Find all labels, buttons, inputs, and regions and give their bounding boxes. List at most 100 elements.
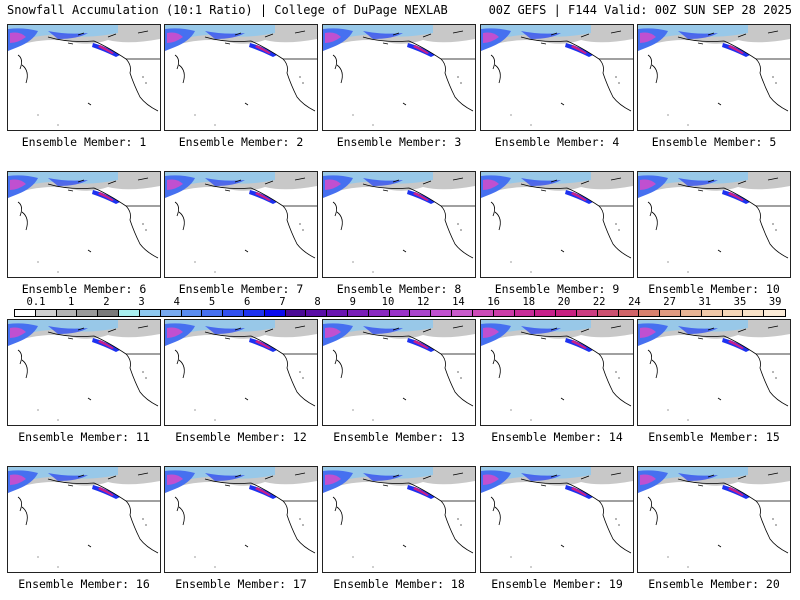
snowfall-map bbox=[323, 25, 475, 130]
colorbar-cell bbox=[389, 310, 411, 316]
snowfall-map bbox=[8, 320, 160, 425]
colorbar-cell bbox=[431, 310, 453, 316]
ensemble-map-panel bbox=[164, 466, 318, 573]
snowfall-map bbox=[323, 172, 475, 277]
colorbar-tick-label: 5 bbox=[208, 296, 216, 308]
colorbar-cell bbox=[119, 310, 140, 316]
ensemble-map-panel bbox=[322, 466, 476, 573]
colorbar-cell bbox=[764, 310, 786, 316]
ensemble-member-label: Ensemble Member: 1 bbox=[21, 135, 147, 149]
colorbar-cell bbox=[35, 310, 57, 316]
ensemble-map-panel bbox=[7, 319, 161, 426]
colorbar-tick-label: 20 bbox=[557, 296, 571, 308]
colorbar-cell bbox=[639, 310, 661, 316]
colorbar-tick-label: 10 bbox=[381, 296, 395, 308]
ensemble-map-panel bbox=[480, 466, 634, 573]
snowfall-map bbox=[323, 467, 475, 572]
snowfall-map bbox=[481, 25, 633, 130]
ensemble-member-label: Ensemble Member: 7 bbox=[178, 282, 304, 296]
ensemble-member-label: Ensemble Member: 10 bbox=[648, 282, 780, 296]
colorbar-cell bbox=[98, 310, 120, 316]
colorbar-cell bbox=[472, 310, 494, 316]
colorbar-cell bbox=[722, 310, 744, 316]
ensemble-map-panel bbox=[637, 171, 791, 278]
colorbar-tick-label: 1 bbox=[68, 296, 75, 308]
colorbar-cell bbox=[410, 310, 432, 316]
colorbar-cell bbox=[160, 310, 182, 316]
ensemble-member-label: Ensemble Member: 11 bbox=[18, 430, 150, 444]
colorbar-tick-label: 4 bbox=[173, 296, 180, 308]
ensemble-member-label: Ensemble Member: 13 bbox=[333, 430, 465, 444]
snowfall-map bbox=[8, 172, 160, 277]
colorbar bbox=[14, 309, 786, 317]
colorbar-tick-label: 3 bbox=[138, 296, 145, 308]
snowfall-map bbox=[638, 172, 790, 277]
snowfall-map bbox=[165, 320, 317, 425]
colorbar-tick-label: 0.1 bbox=[26, 296, 46, 308]
ensemble-map-panel bbox=[7, 24, 161, 131]
snowfall-map bbox=[165, 467, 317, 572]
colorbar-cell bbox=[701, 310, 723, 316]
colorbar-cell bbox=[306, 310, 328, 316]
ensemble-map-panel bbox=[7, 171, 161, 278]
snowfall-map bbox=[481, 172, 633, 277]
colorbar-tick-label: 8 bbox=[314, 296, 321, 308]
colorbar-cell bbox=[264, 310, 286, 316]
ensemble-member-label: Ensemble Member: 2 bbox=[178, 135, 304, 149]
snowfall-map bbox=[8, 25, 160, 130]
ensemble-map-panel bbox=[637, 24, 791, 131]
colorbar-cell bbox=[681, 310, 702, 316]
colorbar-tick-label: 18 bbox=[522, 296, 536, 308]
snowfall-map bbox=[638, 25, 790, 130]
colorbar-cell bbox=[618, 310, 640, 316]
snowfall-map bbox=[638, 467, 790, 572]
colorbar-cell bbox=[285, 310, 307, 316]
ensemble-member-label: Ensemble Member: 3 bbox=[336, 135, 462, 149]
colorbar-ticks: 0.1 1 2 3 4 5 6 7 8 9 10 12 14 16 18 20 22 24 27 31 35 39 bbox=[14, 296, 786, 308]
snowfall-map bbox=[165, 25, 317, 130]
ensemble-member-label: Ensemble Member: 5 bbox=[651, 135, 777, 149]
colorbar-cell bbox=[660, 310, 681, 316]
ensemble-map-panel bbox=[164, 319, 318, 426]
colorbar-cell bbox=[348, 310, 369, 316]
colorbar-cell bbox=[77, 310, 99, 316]
colorbar-tick-label: 39 bbox=[768, 296, 782, 308]
colorbar-cell bbox=[514, 310, 536, 316]
snowfall-map bbox=[481, 320, 633, 425]
colorbar-tick-label: 27 bbox=[663, 296, 676, 308]
ensemble-map-panel bbox=[480, 171, 634, 278]
title-left: Snowfall Accumulation (10:1 Ratio) | Col… bbox=[7, 3, 448, 17]
ensemble-map-panel bbox=[322, 171, 476, 278]
ensemble-member-label: Ensemble Member: 17 bbox=[175, 577, 307, 591]
snowfall-map bbox=[165, 172, 317, 277]
colorbar-tick-label: 24 bbox=[628, 296, 641, 308]
colorbar-cell bbox=[556, 310, 577, 316]
ensemble-map-panel bbox=[7, 466, 161, 573]
colorbar-tick-label: 16 bbox=[487, 296, 500, 308]
colorbar-tick-label: 22 bbox=[592, 296, 606, 308]
colorbar-cell bbox=[15, 310, 36, 316]
ensemble-member-label: Ensemble Member: 8 bbox=[336, 282, 462, 296]
colorbar-cell bbox=[243, 310, 265, 316]
colorbar-tick-label: 7 bbox=[279, 296, 286, 308]
colorbar-cell bbox=[493, 310, 515, 316]
colorbar-cell bbox=[181, 310, 203, 316]
colorbar-cell bbox=[327, 310, 348, 316]
ensemble-member-label: Ensemble Member: 6 bbox=[21, 282, 147, 296]
colorbar-cell bbox=[202, 310, 224, 316]
ensemble-map-panel bbox=[637, 466, 791, 573]
ensemble-map-panel bbox=[322, 319, 476, 426]
ensemble-member-label: Ensemble Member: 14 bbox=[491, 430, 623, 444]
ensemble-map-panel bbox=[164, 171, 318, 278]
ensemble-member-label: Ensemble Member: 16 bbox=[18, 577, 150, 591]
colorbar-cell bbox=[743, 310, 765, 316]
ensemble-member-label: Ensemble Member: 15 bbox=[648, 430, 780, 444]
colorbar-tick-label: 6 bbox=[244, 296, 251, 308]
ensemble-map-panel bbox=[480, 24, 634, 131]
ensemble-member-label: Ensemble Member: 19 bbox=[491, 577, 623, 591]
ensemble-map-panel bbox=[322, 24, 476, 131]
colorbar-tick-label: 35 bbox=[733, 296, 747, 308]
title-right: 00Z GEFS | F144 Valid: 00Z SUN SEP 28 20… bbox=[488, 3, 792, 17]
colorbar-cell bbox=[368, 310, 390, 316]
colorbar-tick-label: 14 bbox=[452, 296, 465, 308]
